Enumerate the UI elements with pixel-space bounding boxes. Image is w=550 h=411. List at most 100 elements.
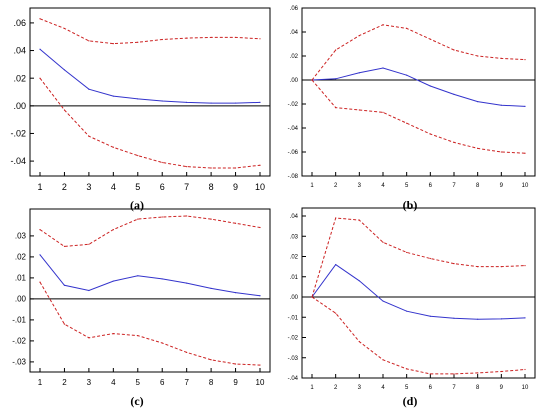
panel-a: .06 .04 .02 .00 -.02 -.04 1 2 3 4 5 6 7 8 9 10 bbox=[10, 7, 271, 192]
y-tick-label-c: -.03 bbox=[12, 358, 26, 367]
y-tick-label-d: -.03 bbox=[288, 356, 299, 362]
series-response-b bbox=[311, 67, 526, 107]
caption-d: (d) bbox=[403, 394, 418, 408]
y-tick-label-b: -.08 bbox=[288, 174, 299, 180]
y-tick-label-c: .03 bbox=[15, 232, 27, 241]
data-point-upper-band-c bbox=[259, 226, 261, 229]
data-point-lower-band-d bbox=[429, 373, 431, 375]
data-point-lower-band-c bbox=[63, 323, 66, 325]
panel-b: .06 .04 .02 .00 -.02 -.04 -.06 -.08 1 2 3 4 5 6 7 8 9 10 bbox=[288, 6, 536, 189]
data-point-lower-band-d bbox=[477, 372, 479, 374]
data-point-lower-band-d bbox=[524, 368, 526, 371]
y-tick-label-a: -.02 bbox=[10, 129, 26, 139]
data-point-upper-band-c bbox=[39, 229, 41, 231]
data-point-response-c bbox=[234, 292, 237, 294]
data-point-response-b bbox=[429, 85, 431, 87]
x-tick-label-b: 6 bbox=[429, 183, 433, 189]
data-point-response-d bbox=[524, 317, 526, 319]
data-point-lower-band-b bbox=[382, 111, 384, 113]
caption-a: (a) bbox=[130, 198, 144, 212]
data-point-lower-band-d bbox=[358, 340, 360, 343]
data-point-upper-band-b bbox=[382, 24, 384, 26]
data-point-lower-band-c bbox=[88, 337, 90, 339]
y-tick-label-b: -.04 bbox=[288, 126, 299, 132]
data-point-upper-band-a bbox=[137, 41, 139, 43]
data-point-lower-band-b bbox=[406, 122, 408, 124]
x-tick-label-d: 10 bbox=[522, 385, 529, 391]
caption-c: (c) bbox=[130, 394, 143, 408]
x-tick-label-d: 6 bbox=[429, 385, 433, 391]
data-point-lower-band-d bbox=[453, 373, 455, 375]
x-tick-label-a: 10 bbox=[255, 182, 265, 192]
data-point-lower-band-c bbox=[112, 332, 114, 335]
data-point-lower-band-c bbox=[234, 363, 237, 365]
data-point-upper-band-c bbox=[210, 218, 212, 220]
x-tick-label-c: 3 bbox=[87, 378, 92, 387]
data-point-upper-band-a bbox=[39, 18, 41, 20]
data-point-lower-band-a bbox=[88, 135, 90, 137]
x-tick-label-c: 4 bbox=[111, 378, 116, 387]
data-point-upper-band-d bbox=[358, 219, 360, 221]
data-point-response-d bbox=[500, 318, 502, 320]
series-lower-band-a bbox=[39, 77, 261, 169]
x-tick-label-d: 7 bbox=[452, 385, 456, 391]
data-point-response-a bbox=[137, 98, 139, 100]
x-tick-label-a: 7 bbox=[184, 182, 189, 192]
data-point-lower-band-d bbox=[500, 370, 502, 373]
data-point-lower-band-a bbox=[39, 77, 41, 79]
data-point-upper-band-a bbox=[161, 38, 163, 41]
data-point-response-a bbox=[234, 102, 237, 104]
data-point-lower-band-d bbox=[335, 312, 337, 314]
data-point-response-a bbox=[210, 102, 212, 104]
data-point-lower-band-d bbox=[406, 368, 408, 370]
x-tick-label-a: 5 bbox=[135, 182, 140, 192]
data-point-response-d bbox=[429, 315, 431, 317]
data-point-response-c bbox=[112, 280, 114, 282]
data-point-upper-band-d bbox=[453, 262, 455, 265]
data-point-response-c bbox=[186, 282, 188, 284]
y-tick-label-d: .01 bbox=[290, 275, 299, 281]
data-point-response-c bbox=[63, 284, 66, 286]
data-point-response-d bbox=[406, 310, 408, 312]
data-point-upper-band-b bbox=[335, 49, 337, 51]
data-point-upper-band-a bbox=[186, 37, 188, 39]
data-point-response-b bbox=[358, 72, 360, 74]
data-point-response-a bbox=[39, 48, 41, 50]
data-point-lower-band-a bbox=[259, 164, 261, 166]
x-tick-label-b: 1 bbox=[310, 183, 314, 189]
y-tick-label-b: -.02 bbox=[288, 102, 299, 108]
x-tick-label-c: 7 bbox=[184, 378, 189, 387]
data-point-response-d bbox=[477, 318, 479, 320]
x-tick-label-d: 2 bbox=[334, 385, 338, 391]
x-tick-label-a: 6 bbox=[160, 182, 165, 192]
data-point-response-d bbox=[335, 264, 337, 266]
data-point-upper-band-a bbox=[259, 38, 261, 40]
x-tick-label-a: 8 bbox=[209, 182, 214, 192]
data-point-lower-band-b bbox=[500, 151, 502, 153]
data-point-upper-band-b bbox=[500, 57, 502, 60]
data-point-upper-band-c bbox=[88, 243, 90, 245]
data-point-response-b bbox=[500, 104, 502, 106]
y-tick-label-d: .00 bbox=[290, 295, 299, 301]
x-tick-label-b: 4 bbox=[381, 183, 385, 189]
data-point-upper-band-a bbox=[88, 40, 90, 42]
data-point-response-a bbox=[63, 69, 66, 71]
data-point-response-b bbox=[453, 93, 455, 95]
x-tick-label-d: 5 bbox=[405, 385, 409, 391]
data-point-response-c bbox=[210, 287, 212, 289]
data-point-upper-band-b bbox=[429, 38, 431, 40]
data-point-lower-band-c bbox=[39, 281, 41, 283]
y-tick-label-d: -.01 bbox=[288, 315, 299, 321]
data-point-response-b bbox=[524, 105, 526, 107]
data-point-upper-band-a bbox=[63, 27, 66, 30]
data-point-lower-band-a bbox=[112, 146, 114, 148]
y-tick-label-a: .06 bbox=[13, 18, 26, 28]
data-point-lower-band-b bbox=[477, 147, 479, 149]
data-point-response-b bbox=[477, 101, 479, 103]
data-point-lower-band-b bbox=[358, 109, 360, 111]
x-tick-label-c: 6 bbox=[160, 378, 165, 387]
y-tick-label-c: .02 bbox=[15, 253, 27, 262]
data-point-response-b bbox=[335, 78, 337, 80]
data-point-lower-band-b bbox=[335, 107, 337, 109]
data-point-upper-band-c bbox=[112, 229, 114, 231]
